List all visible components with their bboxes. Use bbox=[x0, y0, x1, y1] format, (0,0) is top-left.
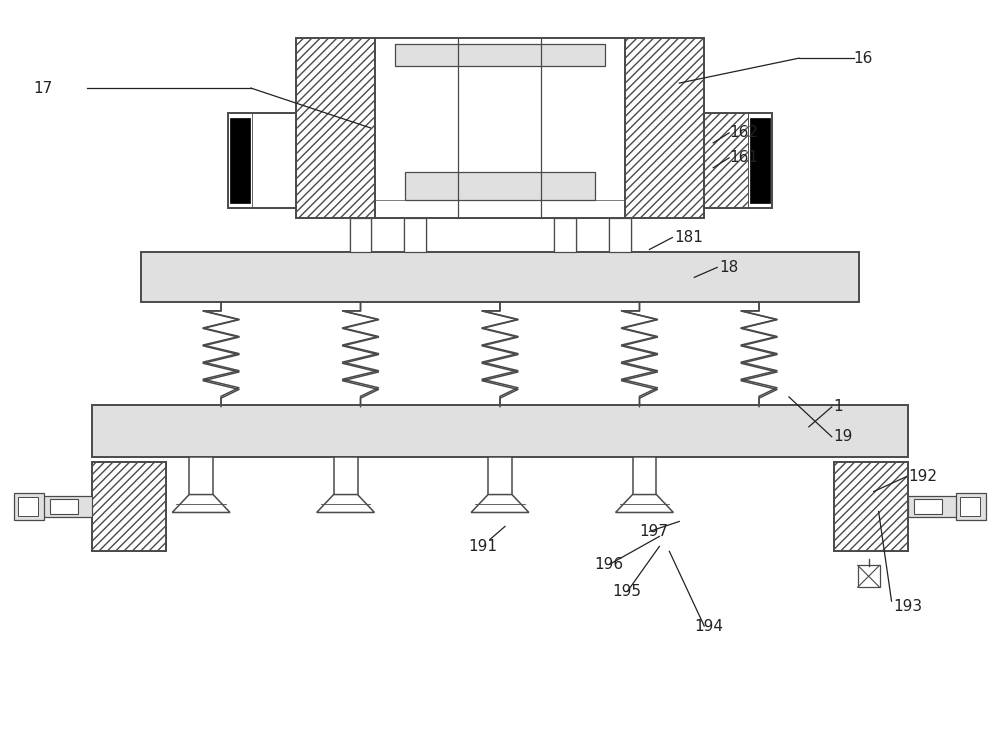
Bar bbox=[914, 498, 942, 515]
Text: 16: 16 bbox=[854, 51, 873, 66]
Bar bbox=[395, 44, 605, 66]
Polygon shape bbox=[317, 495, 374, 512]
Bar bbox=[488, 456, 512, 495]
Bar bbox=[230, 118, 250, 202]
Bar bbox=[296, 38, 375, 217]
Bar bbox=[18, 497, 38, 516]
Bar bbox=[704, 113, 748, 208]
Text: 196: 196 bbox=[595, 557, 624, 571]
Bar bbox=[375, 199, 625, 217]
Bar bbox=[92, 462, 166, 551]
Bar bbox=[350, 217, 371, 277]
Text: 17: 17 bbox=[34, 81, 53, 96]
Bar bbox=[14, 492, 44, 521]
Bar bbox=[704, 113, 748, 208]
Polygon shape bbox=[172, 495, 230, 512]
Bar bbox=[252, 113, 296, 208]
Polygon shape bbox=[471, 495, 529, 512]
Bar bbox=[834, 462, 908, 551]
Bar bbox=[252, 113, 296, 208]
Bar bbox=[296, 38, 375, 217]
Bar bbox=[625, 38, 704, 217]
Bar bbox=[405, 172, 595, 199]
Bar bbox=[858, 565, 880, 587]
Text: 193: 193 bbox=[894, 598, 923, 613]
Text: 1: 1 bbox=[834, 400, 843, 415]
Bar bbox=[92, 462, 166, 551]
Bar bbox=[956, 492, 986, 521]
Bar bbox=[633, 456, 656, 495]
Text: 161: 161 bbox=[729, 150, 758, 165]
Bar bbox=[554, 217, 576, 277]
Text: 162: 162 bbox=[729, 125, 758, 140]
Bar bbox=[609, 217, 631, 277]
Text: 195: 195 bbox=[613, 583, 642, 598]
Text: 192: 192 bbox=[908, 469, 937, 484]
Bar bbox=[228, 113, 296, 208]
Bar bbox=[908, 495, 958, 518]
Bar bbox=[375, 199, 625, 217]
Bar bbox=[189, 456, 213, 495]
Bar bbox=[625, 38, 704, 217]
Bar bbox=[42, 495, 92, 518]
Polygon shape bbox=[616, 495, 673, 512]
Text: 191: 191 bbox=[468, 539, 497, 554]
Bar bbox=[404, 217, 426, 277]
Bar bbox=[404, 217, 426, 252]
Text: 18: 18 bbox=[719, 260, 738, 275]
Bar bbox=[609, 217, 631, 252]
Bar bbox=[750, 118, 770, 202]
Bar bbox=[141, 252, 859, 303]
Bar bbox=[375, 38, 625, 217]
Text: 181: 181 bbox=[674, 230, 703, 245]
Bar bbox=[834, 462, 908, 551]
Bar bbox=[334, 456, 358, 495]
Bar bbox=[960, 497, 980, 516]
Text: 197: 197 bbox=[639, 524, 668, 539]
Bar bbox=[50, 498, 78, 515]
Bar bbox=[554, 217, 576, 252]
Text: 194: 194 bbox=[694, 619, 723, 633]
Bar bbox=[92, 405, 908, 456]
Bar bbox=[704, 113, 772, 208]
Bar bbox=[350, 217, 371, 252]
Text: 19: 19 bbox=[834, 430, 853, 444]
